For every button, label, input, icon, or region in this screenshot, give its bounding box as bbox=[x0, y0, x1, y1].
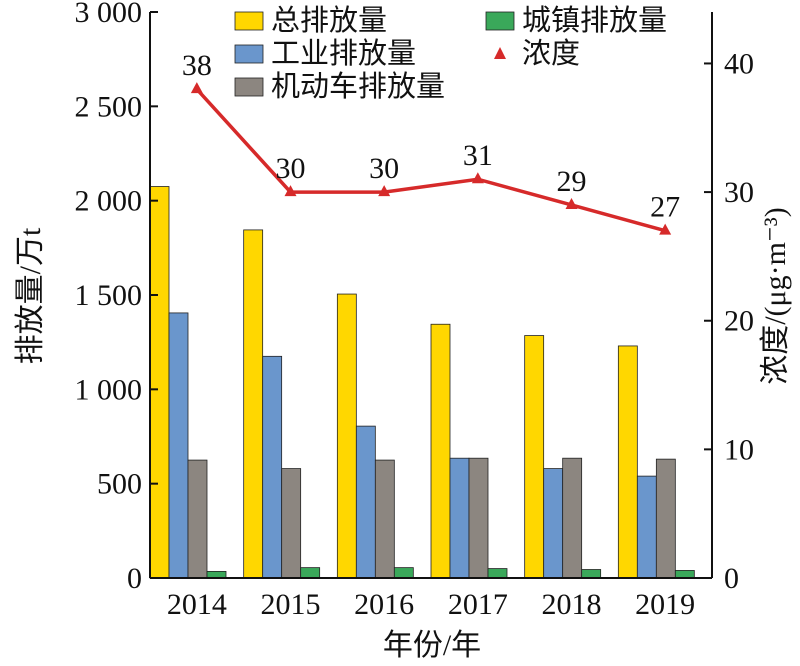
y2-axis-title: 浓度/(μg·m⁻³) bbox=[759, 207, 792, 385]
bar-工业排放量-2019 bbox=[636, 475, 657, 579]
y2-tick-label-40: 40 bbox=[724, 47, 754, 80]
y-axis-title: 排放量/万t bbox=[14, 227, 47, 364]
legend-item-浓度-swatch bbox=[494, 47, 506, 59]
y-tick-label-3 000: 3 000 bbox=[75, 0, 143, 29]
concentration-data-label-2017: 31 bbox=[463, 139, 493, 172]
concentration-marker-2015 bbox=[284, 185, 297, 197]
bar-城镇排放量-2015 bbox=[300, 567, 321, 579]
legend-item-总排放量-label: 总排放量 bbox=[271, 3, 387, 37]
legend-item-机动车排放量-swatch bbox=[234, 77, 264, 97]
bar-工业排放量-2018 bbox=[543, 468, 564, 579]
concentration-data-label-2016: 30 bbox=[369, 152, 399, 185]
bar-机动车排放量-2018 bbox=[562, 457, 583, 579]
bar-城镇排放量-2019 bbox=[674, 570, 695, 579]
y-tick-label-2 500: 2 500 bbox=[75, 90, 143, 123]
y-tick-label-1 000: 1 000 bbox=[75, 373, 143, 406]
y-tick-label-0: 0 bbox=[127, 562, 142, 595]
bar-总排放量-2014 bbox=[149, 186, 170, 579]
legend-item-总排放量-swatch bbox=[234, 11, 264, 31]
y2-tick-label-30: 30 bbox=[724, 176, 754, 209]
legend-item-城镇排放量-swatch bbox=[485, 11, 515, 31]
concentration-data-label-2018: 29 bbox=[557, 165, 587, 198]
axes-layer: 0 500 1 000 1 500 2 000 2 500 3 000 0 10 20 30 40 20… bbox=[75, 0, 755, 621]
concentration-marker-2019 bbox=[659, 223, 672, 235]
legend-item-城镇排放量-label: 城镇排放量 bbox=[522, 3, 667, 37]
legend-item-机动车排放量-label: 机动车排放量 bbox=[271, 69, 445, 103]
concentration-marker-2014 bbox=[190, 82, 203, 94]
bar-机动车排放量-2016 bbox=[374, 459, 395, 579]
bar-机动车排放量-2015 bbox=[281, 468, 302, 579]
concentration-data-label-2019: 27 bbox=[650, 191, 680, 224]
y2-tick-label-20: 20 bbox=[724, 305, 754, 338]
concentration-marker-2016 bbox=[378, 185, 391, 197]
bar-总排放量-2017 bbox=[430, 323, 451, 579]
concentration-line bbox=[195, 88, 666, 233]
bar-机动车排放量-2014 bbox=[187, 459, 208, 579]
x-axis-title: 年份/年 bbox=[383, 629, 481, 662]
bar-工业排放量-2014 bbox=[168, 312, 189, 579]
x-tick-label-2014: 2014 bbox=[167, 588, 227, 621]
x-tick-label-2018: 2018 bbox=[542, 588, 602, 621]
legend-item-工业排放量-swatch bbox=[234, 44, 264, 64]
x-tick-label-2017: 2017 bbox=[448, 588, 508, 621]
bar-总排放量-2018 bbox=[524, 335, 545, 579]
y-tick-label-500: 500 bbox=[97, 468, 142, 501]
bar-机动车排放量-2017 bbox=[468, 457, 489, 579]
concentration-data-label-2015: 30 bbox=[276, 152, 306, 185]
bar-城镇排放量-2018 bbox=[581, 569, 602, 579]
bar-机动车排放量-2019 bbox=[655, 458, 676, 579]
concentration-marker-2018 bbox=[565, 197, 578, 209]
bar-总排放量-2019 bbox=[617, 345, 638, 579]
legend-item-浓度-label: 浓度 bbox=[522, 36, 580, 70]
bars-layer bbox=[149, 186, 695, 579]
x-tick-label-2016: 2016 bbox=[354, 588, 414, 621]
bar-工业排放量-2016 bbox=[355, 425, 376, 579]
concentration-marker-2017 bbox=[471, 172, 484, 184]
bar-总排放量-2015 bbox=[243, 229, 264, 579]
x-tick-label-2019: 2019 bbox=[635, 588, 695, 621]
bar-总排放量-2016 bbox=[336, 293, 357, 579]
bar-工业排放量-2015 bbox=[262, 355, 283, 579]
y2-tick-label-0: 0 bbox=[724, 562, 739, 595]
y2-tick-label-10: 10 bbox=[724, 433, 754, 466]
bar-城镇排放量-2016 bbox=[393, 567, 414, 579]
bar-工业排放量-2017 bbox=[449, 457, 470, 579]
y-tick-label-1 500: 1 500 bbox=[75, 279, 143, 312]
y-tick-label-2 000: 2 000 bbox=[75, 185, 143, 218]
concentration-data-label-2014: 38 bbox=[182, 49, 212, 82]
concentration-line-layer: 38 30 30 31 29 27 bbox=[182, 49, 680, 235]
x-tick-label-2015: 2015 bbox=[261, 588, 321, 621]
bar-城镇排放量-2017 bbox=[487, 568, 508, 579]
legend-item-工业排放量-label: 工业排放量 bbox=[271, 36, 416, 70]
